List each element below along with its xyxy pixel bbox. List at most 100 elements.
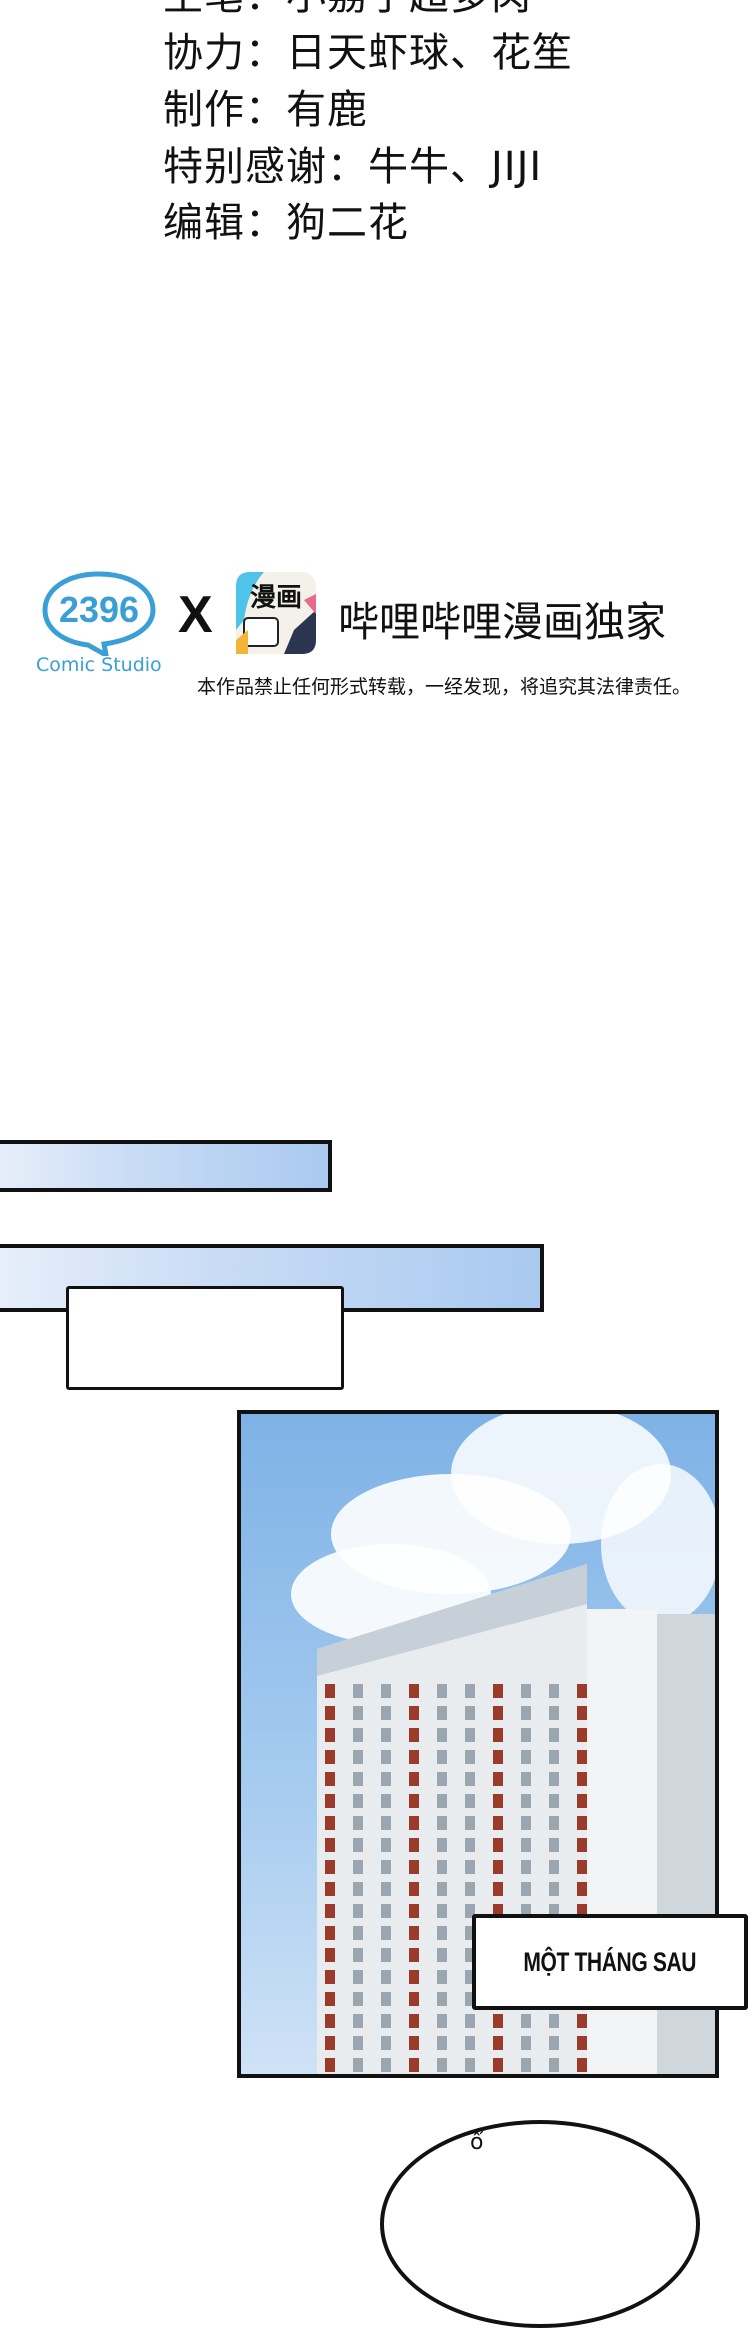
credit-line-editor: 编辑：狗二花 (163, 200, 409, 246)
caption-text: MỘT THÁNG SAU (523, 1946, 697, 1977)
window (325, 2036, 335, 2050)
window (353, 1684, 363, 1698)
studio-2396-logo: 2396 (42, 571, 156, 656)
window (437, 1948, 447, 1962)
window (353, 2014, 363, 2028)
window (521, 1706, 531, 1720)
window (353, 1794, 363, 1808)
window (353, 1816, 363, 1830)
window (353, 1772, 363, 1786)
window (549, 1860, 559, 1874)
window (549, 1794, 559, 1808)
window (353, 2036, 363, 2050)
window (353, 1970, 363, 1984)
window (465, 1772, 475, 1786)
window (409, 1772, 419, 1786)
sky-strip-panel-1 (0, 1140, 332, 1192)
window (465, 1816, 475, 1830)
window (325, 1970, 335, 1984)
window (493, 2036, 503, 2050)
window (325, 1992, 335, 2006)
window (325, 2014, 335, 2028)
window (465, 1728, 475, 1742)
window (325, 1882, 335, 1896)
window (381, 1794, 391, 1808)
window (521, 1882, 531, 1896)
window (325, 1904, 335, 1918)
window (325, 1772, 335, 1786)
window (381, 1772, 391, 1786)
window (521, 1794, 531, 1808)
window (437, 1684, 447, 1698)
window (381, 1728, 391, 1742)
window (465, 1838, 475, 1852)
window (381, 1948, 391, 1962)
window (577, 1794, 587, 1808)
window (381, 1992, 391, 2006)
credit-line-thanks: 特别感谢：牛牛、JIJI (163, 144, 543, 190)
window (325, 1684, 335, 1698)
window (437, 1816, 447, 1830)
window (549, 2014, 559, 2028)
window (353, 1728, 363, 1742)
window (465, 1970, 475, 1984)
window (437, 1794, 447, 1808)
window (465, 1750, 475, 1764)
window (549, 1706, 559, 1720)
window (437, 1992, 447, 2006)
window (521, 1838, 531, 1852)
window (437, 1882, 447, 1896)
window (521, 2058, 531, 2072)
window (409, 1860, 419, 1874)
window (577, 1684, 587, 1698)
window (549, 1750, 559, 1764)
window (549, 1728, 559, 1742)
window (521, 1772, 531, 1786)
window (325, 2058, 335, 2072)
window (577, 1838, 587, 1852)
window (549, 1816, 559, 1830)
window (577, 1706, 587, 1720)
window (437, 1706, 447, 1720)
window (577, 1882, 587, 1896)
window (437, 1860, 447, 1874)
window (325, 1706, 335, 1720)
window (493, 1838, 503, 1852)
window (325, 1750, 335, 1764)
window (577, 2058, 587, 2072)
window (409, 2014, 419, 2028)
window (549, 1838, 559, 1852)
window (353, 1838, 363, 1852)
window (549, 1904, 559, 1918)
window (381, 1706, 391, 1720)
window (465, 1948, 475, 1962)
window (493, 1860, 503, 1874)
window (353, 1750, 363, 1764)
window (437, 1970, 447, 1984)
window (521, 2014, 531, 2028)
window (549, 2036, 559, 2050)
window (577, 1772, 587, 1786)
window (409, 2058, 419, 2072)
window (493, 1728, 503, 1742)
window (493, 1772, 503, 1786)
window (325, 1728, 335, 1742)
window (493, 1882, 503, 1896)
window (353, 1706, 363, 1720)
window (549, 1684, 559, 1698)
window (325, 1816, 335, 1830)
window (409, 1750, 419, 1764)
window (465, 1926, 475, 1940)
bilibili-comics-app-icon: 漫画 (236, 572, 316, 654)
window (577, 1904, 587, 1918)
credit-line-assist: 协力：日天虾球、花笙 (163, 30, 573, 76)
window (465, 1882, 475, 1896)
window (409, 1794, 419, 1808)
copyright-disclaimer: 本作品禁止任何形式转载，一经发现，将追究其法律责任。 (197, 676, 692, 698)
window (381, 1860, 391, 1874)
window (409, 1904, 419, 1918)
window (493, 1750, 503, 1764)
window (325, 1948, 335, 1962)
window (325, 1926, 335, 1940)
window (465, 1794, 475, 1808)
